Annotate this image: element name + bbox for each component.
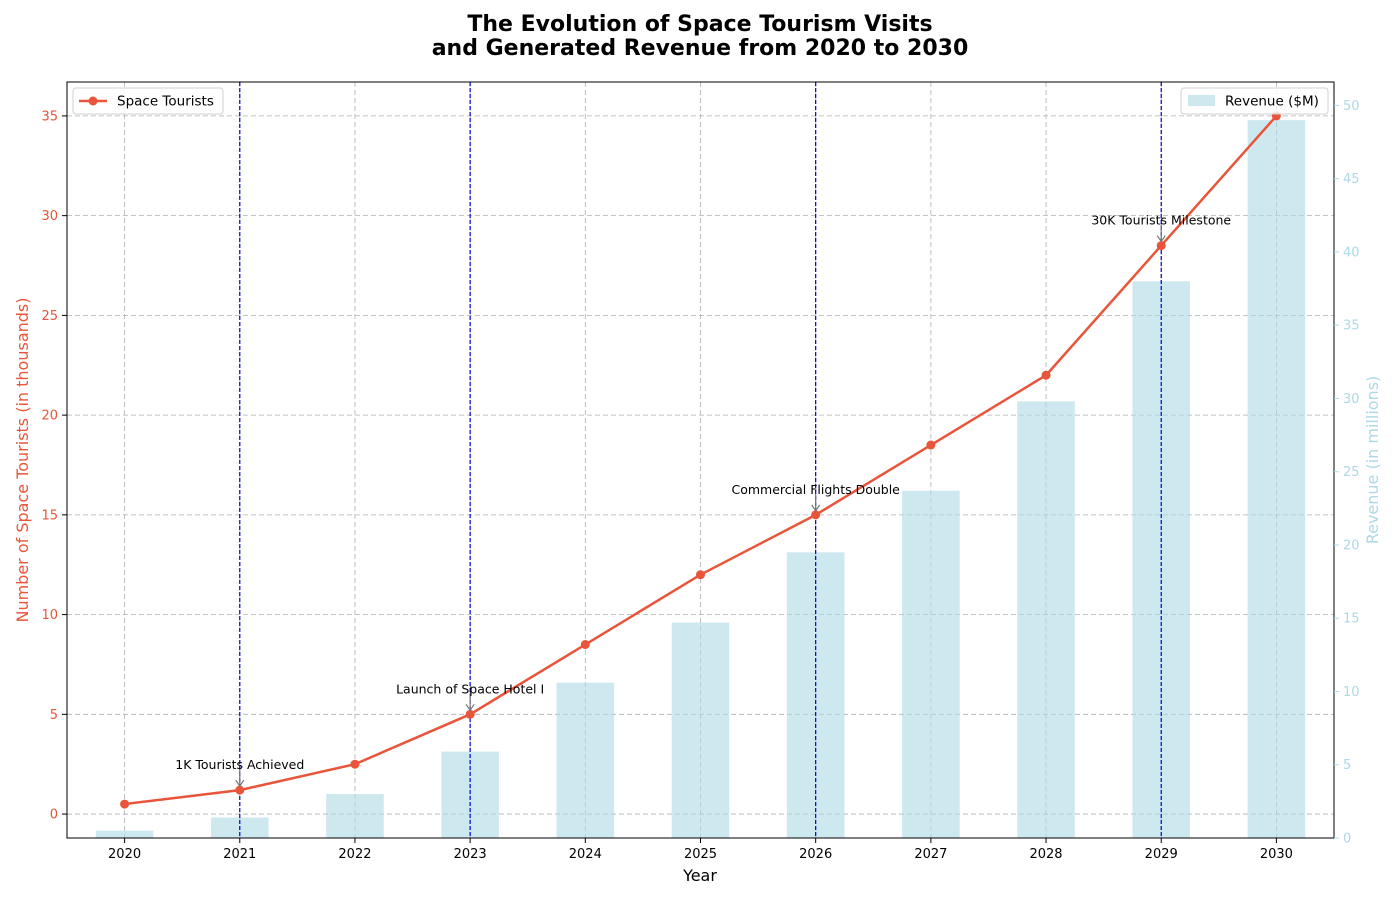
revenue-bar	[671, 622, 730, 838]
right-y-tick-label: 40	[1343, 245, 1360, 260]
x-tick-label: 2026	[799, 847, 832, 862]
legend-right-box	[1180, 87, 1329, 115]
x-axis-label: Year	[682, 866, 717, 885]
revenue-bar	[902, 490, 960, 838]
left-y-tick-label: 25	[41, 309, 58, 324]
tourists-point	[580, 640, 590, 650]
tourists-point	[235, 785, 245, 795]
tourists-point	[696, 570, 705, 580]
legend-tourists: Space Tourists	[72, 87, 224, 115]
chart-title-line2: and Generated Revenue from 2020 to 2030	[432, 36, 969, 61]
left-y-tick-label: 5	[50, 708, 58, 723]
right-y-tick-label: 25	[1343, 465, 1360, 480]
x-tick-label: 2021	[223, 847, 256, 862]
legend-left-box	[72, 87, 224, 115]
tourists-point	[350, 759, 360, 769]
x-tick-label: 2024	[569, 847, 602, 862]
x-tick-label: 2030	[1260, 847, 1293, 862]
x-axis-ticks: 2020 2021 2022 2023 2024 2025 2026 2027 2028 2029…	[108, 838, 1293, 862]
right-y-tick-label: 45	[1343, 172, 1360, 187]
left-y-tick-label: 0	[50, 808, 58, 823]
left-y-axis-label: Number of Space Tourists (in thousands)	[13, 297, 32, 622]
x-tick-label: 2022	[338, 847, 371, 862]
annotation-label: 1K Tourists Achieved	[175, 757, 304, 772]
revenue-bar	[441, 751, 499, 838]
right-y-tick-label: 20	[1343, 538, 1360, 553]
left-y-tick-label: 35	[41, 109, 58, 124]
left-y-tick-label: 15	[41, 508, 58, 523]
right-y-axis-ticks: 0 5 10 15 20 25 30 35 40 45 50	[1334, 99, 1360, 847]
annotation-arrow-head	[811, 504, 821, 512]
annotation-arrow-head	[235, 779, 245, 788]
x-tick-label: 2028	[1029, 847, 1062, 862]
revenue-bar	[1247, 120, 1306, 839]
tourists-point	[811, 510, 821, 520]
x-tick-label: 2023	[454, 847, 487, 862]
revenue-bar	[326, 794, 384, 838]
revenue-bar	[1017, 401, 1075, 838]
left-y-axis-ticks: 0 5 10 15 20 25 30 35	[41, 109, 67, 823]
annotation-arrow-head	[1156, 235, 1166, 243]
right-y-tick-label: 10	[1343, 685, 1360, 700]
left-y-tick-label: 20	[41, 409, 58, 424]
right-y-tick-label: 30	[1343, 392, 1360, 407]
right-y-tick-label: 15	[1343, 612, 1360, 627]
annotation-label: Commercial Flights Double	[731, 482, 900, 497]
right-y-tick-label: 50	[1343, 99, 1360, 114]
milestone-annotations: 1K Tourists Achieved Launch of Space Hote…	[175, 213, 1231, 788]
x-tick-label: 2029	[1145, 847, 1178, 862]
annotation-arrow-head	[465, 703, 475, 712]
annotation-label: Launch of Space Hotel I	[396, 681, 544, 696]
legend-tourists-marker	[88, 96, 98, 106]
x-tick-label: 2027	[914, 847, 947, 862]
x-tick-label: 2020	[108, 847, 141, 862]
revenue-bar	[95, 830, 154, 838]
left-y-tick-label: 30	[41, 209, 58, 224]
right-y-tick-label: 5	[1343, 758, 1351, 773]
chart-title-line1: The Evolution of Space Tourism Visits	[467, 12, 932, 37]
right-y-axis-label: Revenue (in millions)	[1363, 376, 1382, 545]
legend-revenue-label: Revenue ($M)	[1225, 94, 1319, 110]
right-y-tick-label: 0	[1343, 832, 1351, 847]
left-y-tick-label: 10	[41, 608, 58, 623]
tourists-point	[120, 799, 130, 809]
tourists-point	[1156, 241, 1166, 251]
legend-tourists-label: Space Tourists	[117, 94, 214, 110]
annotation-label: 30K Tourists Milestone	[1091, 213, 1231, 228]
right-y-tick-label: 35	[1343, 319, 1360, 334]
x-tick-label: 2025	[684, 847, 717, 862]
tourists-point	[1041, 370, 1051, 380]
legend-revenue: Revenue ($M)	[1180, 87, 1329, 115]
revenue-bar	[556, 682, 615, 838]
tourists-point	[465, 709, 475, 719]
tourists-point	[926, 440, 936, 450]
legend-revenue-swatch	[1188, 95, 1215, 106]
